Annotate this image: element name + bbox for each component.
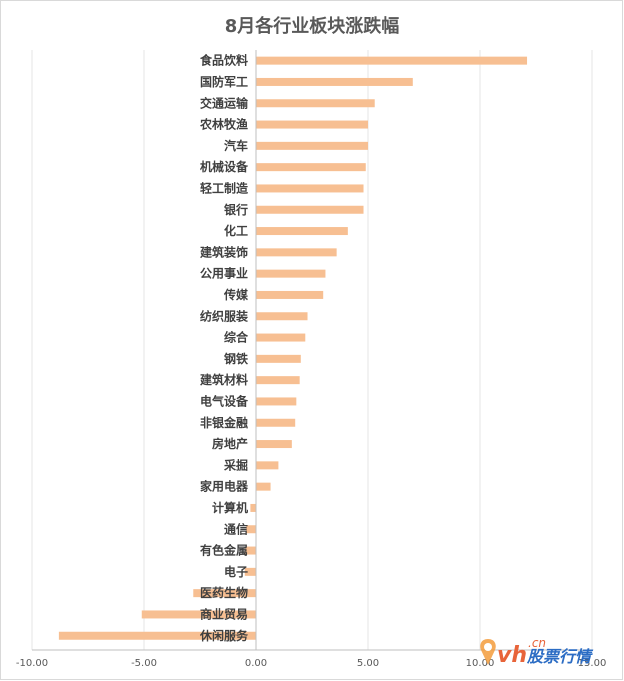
category-label: 休闲服务: [199, 628, 249, 643]
category-label: 化工: [224, 223, 248, 238]
category-label: 综合: [224, 330, 249, 345]
bar: [256, 56, 528, 65]
bars: [58, 56, 528, 640]
category-labels: 食品饮料国防军工交通运输农林牧渔汽车机械设备轻工制造银行化工建筑装饰公用事业传媒…: [199, 53, 249, 643]
bar: [256, 482, 271, 491]
category-label: 汽车: [224, 138, 248, 153]
bar: [256, 120, 368, 129]
category-label: 医药生物: [200, 585, 248, 600]
x-tick-labels: -10.00 -5.00 0.00 5.00 10.00 15.00: [16, 658, 606, 669]
watermark-brand: vh: [497, 643, 527, 668]
category-label: 有色金属: [200, 543, 248, 558]
bar: [256, 227, 348, 236]
category-label: 银行: [224, 202, 248, 217]
category-label: 通信: [224, 521, 248, 536]
bar: [256, 290, 324, 299]
category-label: 电气设备: [200, 393, 249, 408]
x-tick-label: -10.00: [16, 658, 48, 669]
category-label: 建筑装饰: [199, 244, 248, 259]
category-label: 家用电器: [200, 479, 249, 494]
bar: [193, 589, 256, 598]
watermark-domain: .cn: [528, 636, 546, 650]
gridlines: [31, 50, 593, 650]
bar: [244, 546, 256, 555]
bar: [256, 163, 366, 172]
bar: [256, 397, 297, 406]
bar: [58, 631, 256, 640]
bar: [256, 99, 375, 108]
bar: [256, 141, 368, 150]
category-label: 房地产: [212, 436, 248, 451]
bar: [256, 461, 279, 470]
bar: [256, 77, 413, 86]
bar: [256, 418, 296, 427]
bar: [256, 269, 326, 278]
category-label: 非银金融: [200, 415, 248, 430]
bar: [256, 184, 364, 193]
bar: [256, 354, 301, 363]
location-pin-icon: [480, 639, 496, 665]
bar: [256, 376, 300, 385]
chart-title: 8月各行业板块涨跌幅: [224, 16, 400, 37]
x-tick-label: -5.00: [131, 658, 157, 669]
bar: [141, 610, 256, 619]
category-label: 纺织服装: [200, 308, 248, 323]
category-label: 商业贸易: [200, 606, 248, 621]
category-label: 轻工制造: [200, 180, 249, 195]
category-label: 食品饮料: [199, 53, 248, 68]
category-label: 公用事业: [200, 266, 248, 281]
x-tick-label: 0.00: [245, 658, 267, 669]
category-label: 电子: [224, 564, 248, 579]
bar: [245, 525, 256, 534]
bar: [244, 567, 256, 576]
bar: [256, 205, 364, 214]
bar: [256, 248, 337, 257]
category-label: 建筑材料: [199, 372, 248, 387]
bar: [256, 440, 292, 449]
category-label: 农林牧渔: [199, 117, 248, 132]
bar: [256, 312, 308, 321]
bar: [250, 503, 256, 512]
category-label: 机械设备: [200, 159, 249, 174]
watermark-logo: vh .cn 股票行情: [480, 636, 594, 668]
category-label: 国防军工: [200, 74, 248, 89]
category-label: 传媒: [223, 287, 249, 302]
category-label: 计算机: [212, 500, 248, 515]
x-tick-label: 15.00: [578, 658, 607, 669]
category-label: 钢铁: [224, 351, 248, 366]
x-tick-label: 10.00: [466, 658, 495, 669]
x-tick-label: 5.00: [357, 658, 379, 669]
watermark-text: 股票行情: [526, 647, 594, 666]
category-label: 交通运输: [200, 95, 249, 110]
category-label: 采掘: [223, 457, 248, 472]
bar: [256, 333, 306, 342]
